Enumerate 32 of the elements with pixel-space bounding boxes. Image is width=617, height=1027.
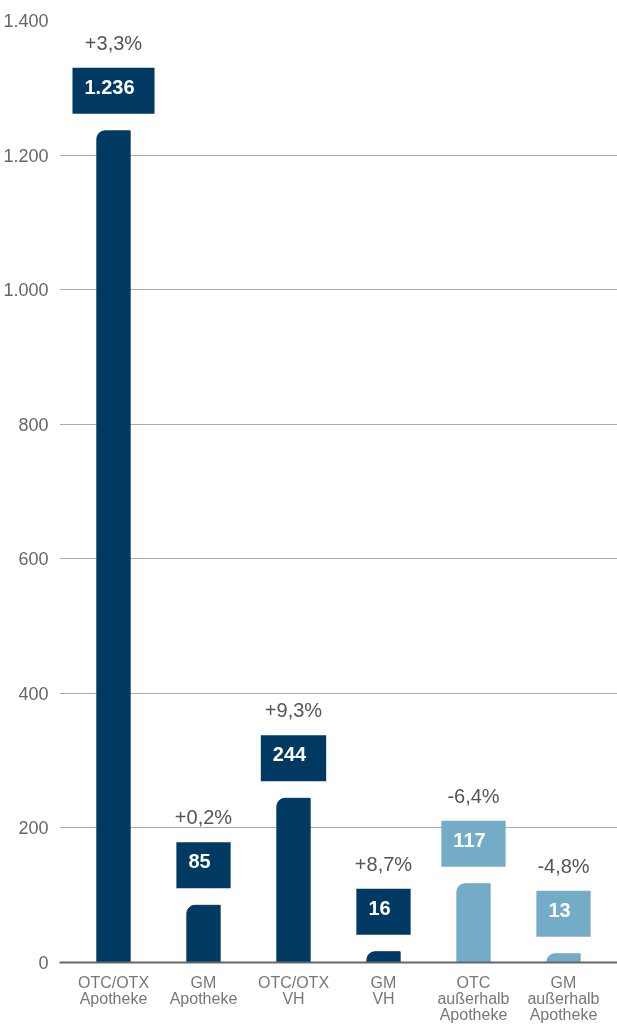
y-tick-label: 1.200 xyxy=(3,145,49,166)
data-label: 117 xyxy=(453,828,486,851)
y-tick-label: 0 xyxy=(38,953,49,973)
bar xyxy=(276,797,311,963)
bar xyxy=(456,883,491,963)
data-label: 244 xyxy=(272,743,308,766)
annotation: +0,2% xyxy=(174,806,233,829)
annotation: +9,3% xyxy=(264,699,323,722)
data-label: 13 xyxy=(548,898,571,921)
annotation: -4,8% xyxy=(537,854,590,877)
bar xyxy=(546,953,581,963)
annotation: +8,7% xyxy=(354,852,413,875)
data-label: 85 xyxy=(188,850,211,873)
y-tick-label: 800 xyxy=(18,414,49,435)
bar xyxy=(186,904,221,963)
bar xyxy=(96,130,131,963)
x-tick-label: OTC außerhalb Apotheke xyxy=(437,973,510,1023)
data-label: 1.236 xyxy=(84,75,135,98)
data-label: 16 xyxy=(368,896,391,919)
x-tick-label: GM VH xyxy=(370,973,397,1007)
annotation: +3,3% xyxy=(84,31,143,54)
y-tick-label: 600 xyxy=(18,549,49,570)
y-tick-label: 1.400 xyxy=(3,11,49,31)
y-tick-label: 200 xyxy=(18,818,49,839)
x-tick-label: OTC/OTX Apotheke xyxy=(77,973,150,1007)
y-tick-label: 400 xyxy=(18,683,49,704)
x-tick-label: GM außerhalb Apotheke xyxy=(527,973,600,1023)
x-tick-label: OTC/OTX VH xyxy=(257,973,330,1007)
bar xyxy=(366,951,401,963)
x-tick-label: GM Apotheke xyxy=(169,973,238,1007)
y-tick-label: 1.000 xyxy=(3,280,49,301)
annotation: -6,4% xyxy=(447,784,500,807)
